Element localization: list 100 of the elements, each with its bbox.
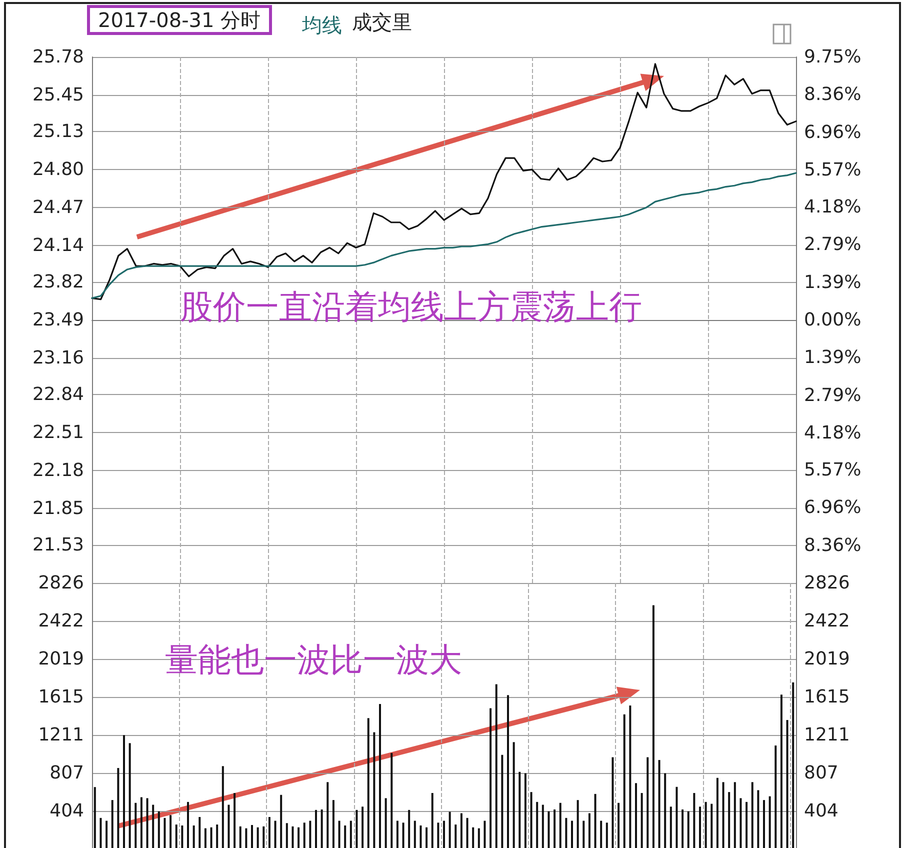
bar: [728, 792, 730, 848]
bar: [582, 820, 585, 848]
bar: [239, 826, 242, 848]
bar: [734, 782, 736, 848]
bar: [704, 802, 707, 848]
y2-tick-label: 6.96%: [804, 122, 862, 143]
y-tick-label: 24.80: [32, 159, 84, 180]
y2-tick-label: 2422: [804, 610, 850, 632]
bar: [763, 800, 765, 848]
y-tick-label: 1615: [38, 686, 84, 708]
bar: [670, 806, 672, 848]
bar: [94, 787, 96, 848]
bar: [693, 792, 696, 848]
bar: [484, 820, 486, 848]
bar: [170, 815, 172, 848]
y-tick-label: 23.49: [32, 310, 84, 330]
bar: [106, 820, 108, 848]
y2-tick-label: 1211: [804, 724, 850, 746]
bar: [298, 827, 300, 848]
bar: [454, 824, 457, 848]
bar: [757, 790, 760, 848]
bar: [646, 757, 649, 848]
y2-tick-label: 8.36%: [804, 84, 862, 105]
bar: [362, 806, 364, 848]
bar: [530, 792, 532, 848]
bar: [181, 825, 184, 848]
y2-tick-label: 2019: [804, 648, 850, 670]
bar: [204, 828, 206, 848]
bar: [192, 825, 195, 848]
bar: [256, 827, 259, 848]
bar: [384, 798, 387, 848]
bar: [152, 804, 154, 848]
bar: [315, 810, 317, 848]
bar: [268, 816, 270, 848]
y-tick-label: 2826: [38, 572, 84, 594]
bar: [786, 720, 788, 848]
y-tick-label: 24.47: [32, 196, 84, 218]
bar: [658, 760, 660, 848]
bar: [512, 742, 515, 848]
bar: [490, 708, 492, 848]
bar: [234, 792, 236, 848]
bar: [664, 773, 666, 848]
bar: [600, 820, 602, 848]
bar: [373, 732, 376, 848]
bar: [332, 800, 334, 848]
bar: [292, 826, 294, 848]
bar: [612, 757, 614, 848]
bar: [216, 824, 218, 848]
bar: [774, 745, 777, 848]
y2-tick-label: 0.00%: [804, 310, 862, 330]
bar: [576, 800, 579, 848]
y2-tick-label: 2826: [804, 572, 850, 594]
bar: [618, 802, 620, 848]
y2-tick-label: 8.36%: [804, 535, 862, 556]
bar: [536, 802, 538, 848]
bar: [320, 809, 323, 848]
bar: [448, 812, 451, 848]
y-tick-label: 2422: [38, 610, 84, 632]
bar: [768, 796, 771, 848]
bar: [222, 766, 224, 848]
y2-tick-label: 1.39%: [804, 272, 862, 294]
bar: [682, 809, 684, 848]
bar: [164, 818, 166, 848]
bar: [751, 782, 754, 848]
bar: [792, 682, 794, 848]
bar: [350, 820, 352, 848]
y2-tick-label: 4.18%: [804, 196, 862, 218]
y-tick-label: 1211: [38, 724, 84, 746]
y2-tick-label: 807: [804, 762, 838, 784]
y-tick-label: 807: [50, 762, 84, 784]
y-tick-label: 25.78: [32, 46, 84, 68]
bar: [640, 792, 643, 848]
bar: [198, 816, 201, 848]
bar: [710, 804, 713, 848]
bar: [251, 825, 253, 848]
bar: [443, 820, 445, 848]
y-tick-label: 22.18: [32, 460, 84, 481]
bar: [472, 827, 474, 848]
bar: [123, 735, 125, 848]
y-tick-label: 23.82: [32, 272, 84, 293]
bar: [134, 802, 137, 848]
bar: [466, 818, 468, 848]
bar: [687, 811, 690, 848]
bar: [396, 820, 398, 848]
y-tick-label: 21.85: [32, 498, 84, 519]
bar: [629, 705, 632, 848]
bar: [390, 752, 393, 848]
annotation: 量能也一波比一波大: [165, 640, 462, 679]
bar: [548, 811, 550, 848]
bar: [478, 828, 480, 848]
y2-tick-label: 1.39%: [804, 346, 862, 368]
y-tick-label: 24.14: [32, 234, 84, 256]
bar: [210, 827, 212, 848]
y2-tick-label: 1615: [804, 686, 850, 708]
bar: [460, 813, 462, 848]
bar: [111, 800, 114, 848]
y2-tick-label: 404: [804, 800, 838, 822]
bar: [699, 806, 701, 848]
y2-tick-label: 4.18%: [804, 422, 862, 444]
bar: [344, 825, 346, 848]
